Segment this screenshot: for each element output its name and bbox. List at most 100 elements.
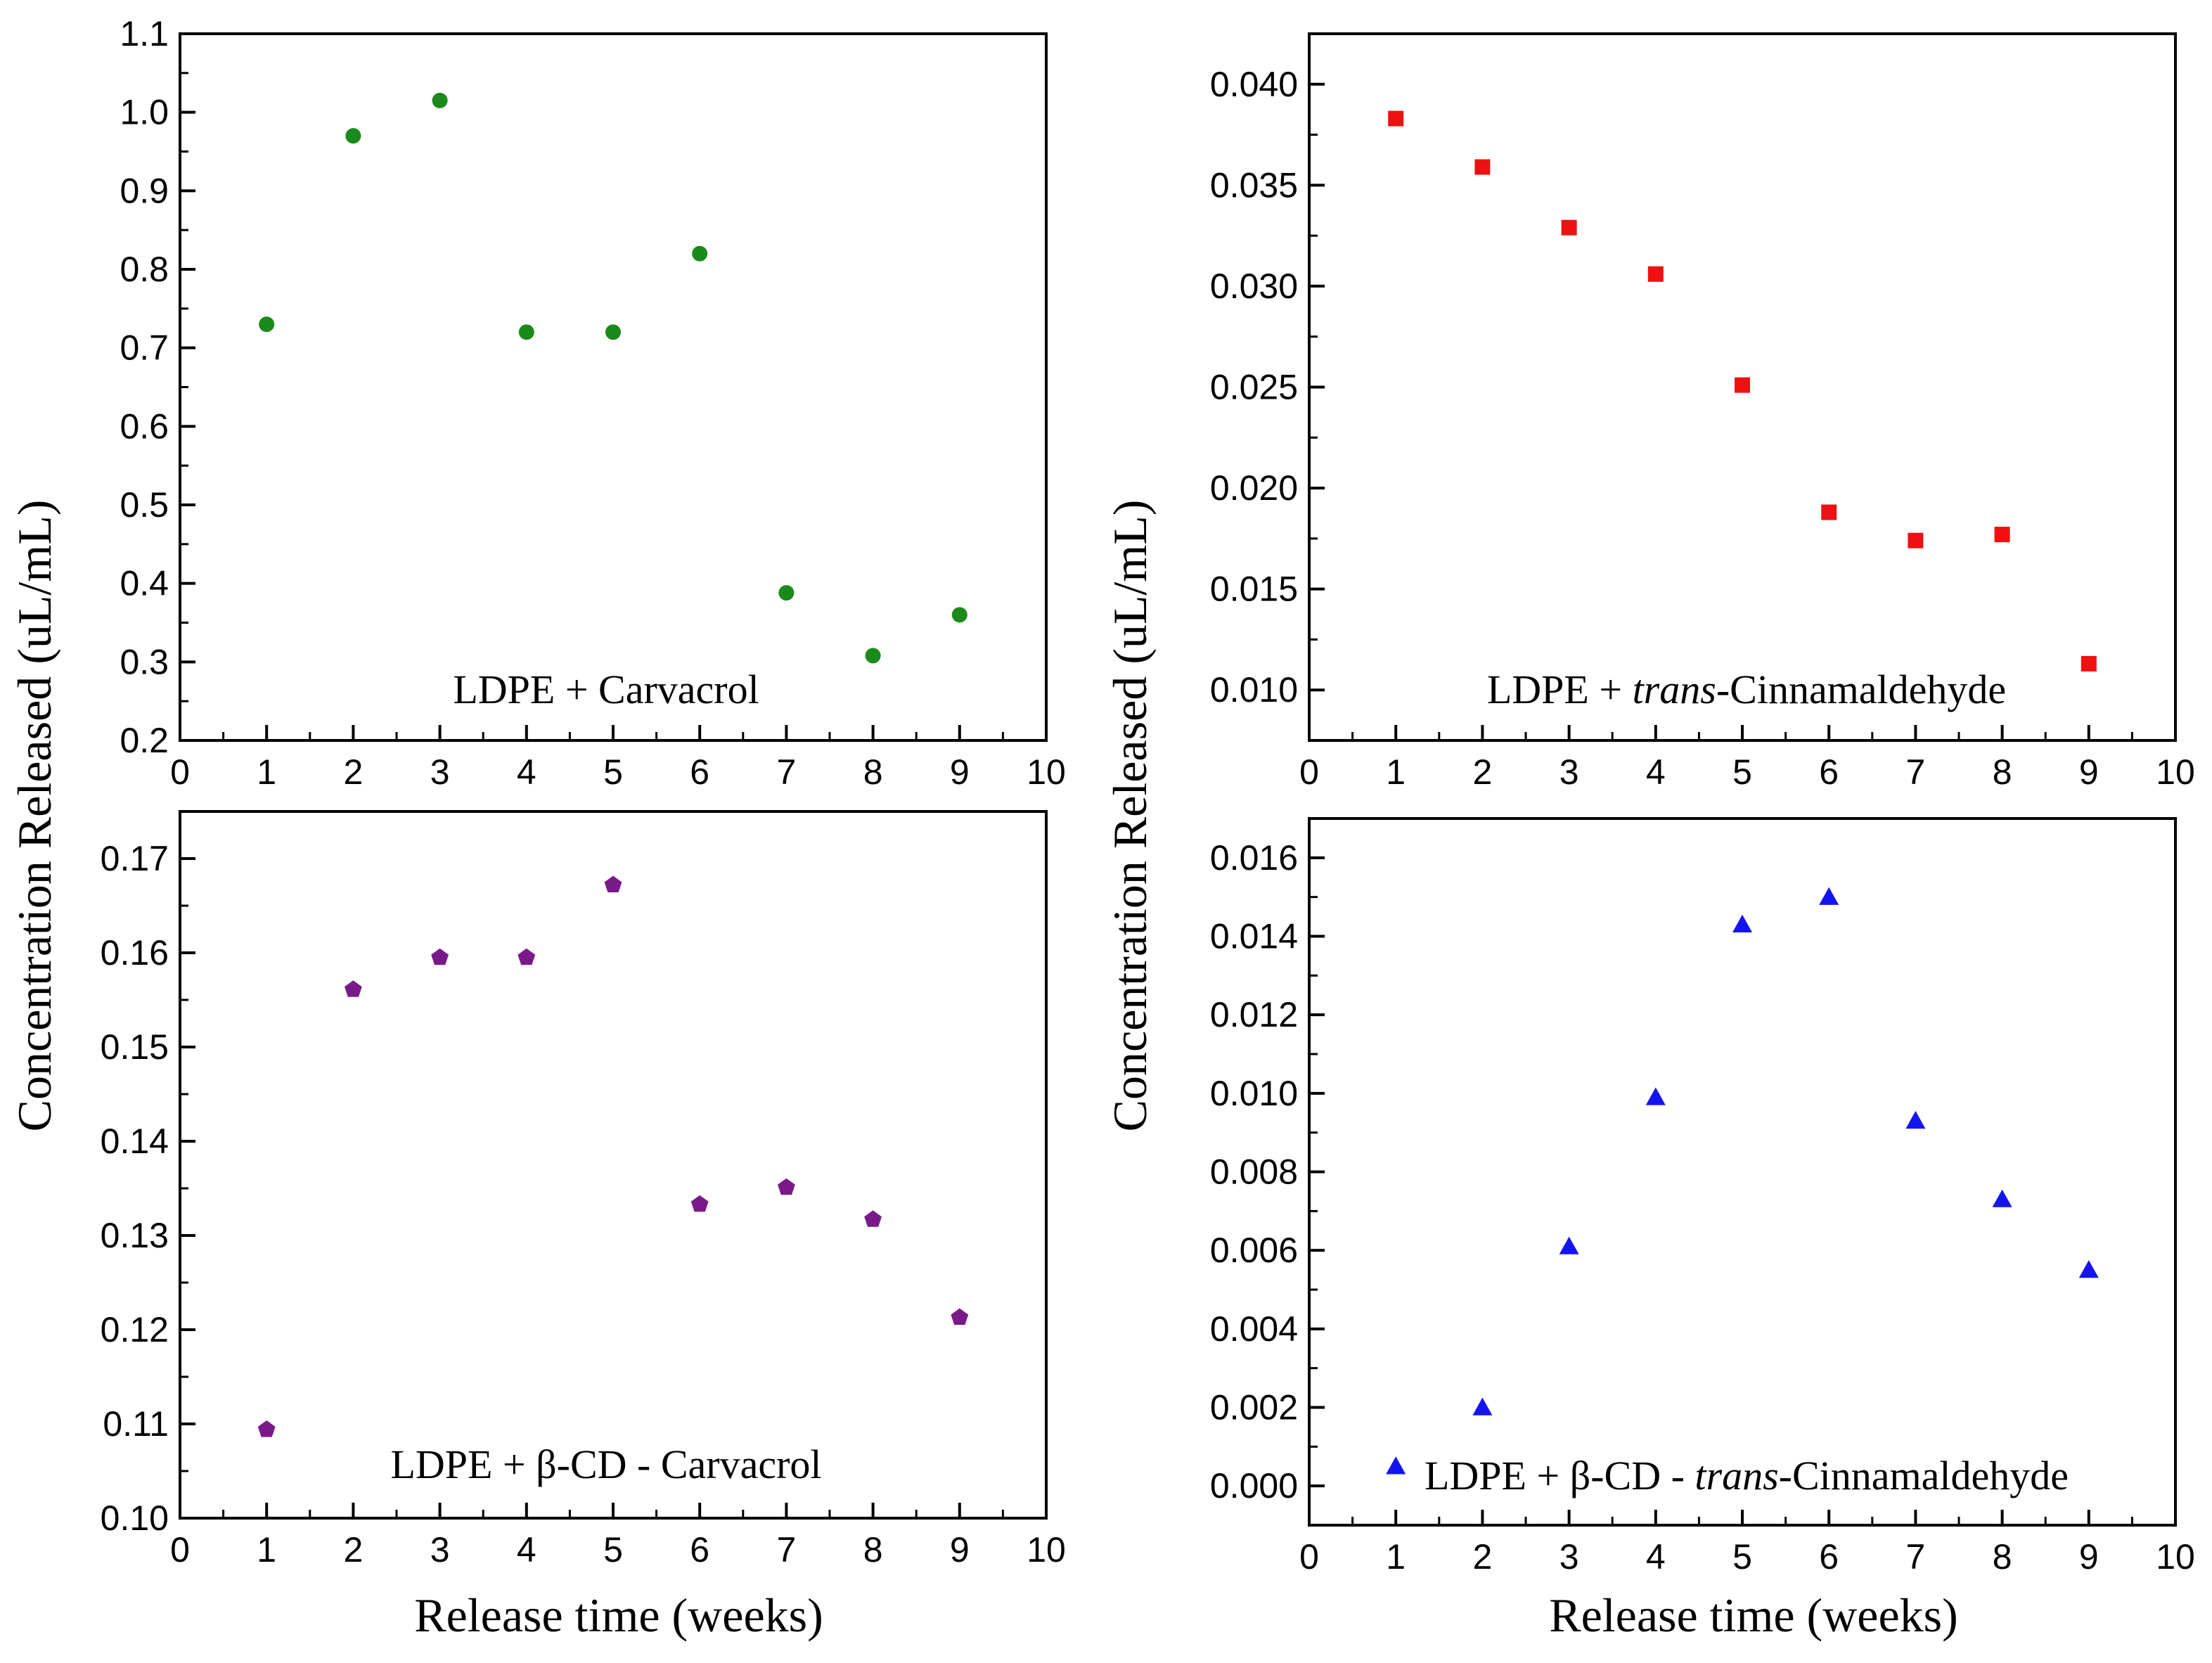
x-tick-label: 10 (2156, 1537, 2195, 1577)
chart-panel-cinnamaldehyde: 0 1 2 3 4 5 6 7 8 9 10 0.010 0.015 0.020 0.025 0.030 0.0… (1210, 32, 2195, 792)
data-point-cinnamaldehyde-week-8 (1994, 527, 2010, 543)
data-point-bcd-carvacrol-week-5 (604, 875, 622, 892)
data-point-cinnamaldehyde-week-2 (1474, 159, 1491, 175)
data-point-bcd-cinnamaldehyde-week-1 (1386, 1456, 1406, 1475)
y-tick-label: 0.12 (101, 1310, 169, 1349)
x-tick-label: 9 (950, 752, 970, 792)
y-tick-label: 0.008 (1210, 1152, 1298, 1192)
y-tick-label: 0.3 (120, 642, 169, 681)
y-tick-label: 0.004 (1210, 1309, 1298, 1349)
data-point-carvacrol-week-1 (259, 316, 275, 333)
x-tick-label: 3 (430, 1530, 450, 1569)
x-tick-label: 9 (2079, 752, 2099, 792)
x-tick-label: 3 (1560, 1537, 1579, 1577)
x-tick-label: 1 (257, 752, 276, 792)
data-point-bcd-carvacrol-week-6 (690, 1195, 709, 1212)
y-tick-label: 0.030 (1210, 267, 1298, 306)
y-tick-label: 0.035 (1210, 165, 1298, 205)
data-point-bcd-carvacrol-week-1 (257, 1420, 276, 1437)
x-tick-label: 0 (170, 1530, 190, 1569)
panel-title-cinnamaldehyde: LDPE + trans-Cinnamaldehyde (1487, 667, 2006, 712)
x-tick-label: 8 (1993, 1537, 2012, 1577)
data-point-carvacrol-week-2 (345, 128, 361, 144)
x-tick-label: 8 (863, 1530, 883, 1569)
y-tick-label: 0.9 (120, 171, 169, 210)
data-point-bcd-cinnamaldehyde-week-6 (1819, 887, 1839, 905)
data-point-carvacrol-week-4 (518, 324, 534, 340)
data-point-bcd-cinnamaldehyde-week-4 (1645, 1087, 1666, 1105)
y-tick-label: 0.010 (1210, 670, 1298, 709)
panel-title-part: LDPE + β-CD - (1425, 1453, 1695, 1498)
x-tick-label: 8 (1993, 752, 2012, 792)
y-tick-label: 0.10 (101, 1498, 169, 1538)
data-point-bcd-cinnamaldehyde-week-7 (1905, 1110, 1926, 1129)
y-tick-label: 0.5 (120, 485, 169, 525)
x-tick-label: 1 (1386, 1537, 1406, 1577)
x-tick-label: 10 (2156, 752, 2195, 792)
y-tick-label: 0.002 (1210, 1388, 1298, 1427)
x-tick-label: 4 (1646, 752, 1666, 792)
data-point-bcd-carvacrol-week-2 (345, 980, 362, 997)
x-tick-label: 7 (776, 752, 796, 792)
y-tick-label: 0.8 (120, 250, 169, 289)
panel-title-part: -Cinnamaldehyde (1716, 667, 2006, 712)
panel-title-carvacrol: LDPE + Carvacrol (453, 667, 759, 712)
data-point-carvacrol-week-5 (605, 324, 621, 340)
x-tick-label: 4 (517, 752, 536, 792)
x-tick-label: 9 (950, 1530, 970, 1569)
data-point-cinnamaldehyde-week-1 (1388, 110, 1404, 127)
data-point-cinnamaldehyde-week-5 (1735, 377, 1750, 393)
data-point-cinnamaldehyde-week-6 (1821, 504, 1837, 520)
x-tick-label: 2 (1472, 752, 1492, 792)
data-point-bcd-cinnamaldehyde-week-9 (2078, 1260, 2099, 1278)
x-tick-label: 7 (1905, 752, 1925, 792)
x-tick-label: 2 (343, 1530, 363, 1569)
panel-title-part: trans (1695, 1453, 1778, 1498)
data-point-bcd-cinnamaldehyde-week-3 (1559, 1236, 1579, 1254)
x-tick-label: 9 (2079, 1537, 2099, 1577)
y-tick-label: 0.014 (1210, 917, 1298, 956)
y-tick-label: 0.4 (120, 564, 169, 603)
data-point-bcd-carvacrol-week-9 (951, 1308, 969, 1325)
y-tick-label: 0.010 (1210, 1074, 1298, 1113)
y-tick-label: 0.17 (101, 839, 169, 878)
data-point-cinnamaldehyde-week-3 (1561, 219, 1577, 236)
data-point-bcd-carvacrol-week-4 (517, 948, 536, 965)
x-axis-title-left: Release time (weeks) (414, 1588, 823, 1642)
x-tick-label: 10 (1027, 752, 1066, 792)
x-tick-label: 1 (257, 1530, 276, 1569)
y-tick-label: 0.11 (103, 1404, 169, 1444)
x-tick-label: 6 (1819, 752, 1839, 792)
data-point-carvacrol-week-9 (951, 607, 967, 623)
x-tick-label: 2 (343, 752, 363, 792)
x-tick-label: 6 (690, 752, 709, 792)
x-tick-label: 0 (1299, 1537, 1319, 1577)
data-point-cinnamaldehyde-week-7 (1908, 532, 1924, 548)
y-tick-label: 1.0 (120, 93, 169, 132)
x-tick-label: 0 (1299, 752, 1319, 792)
y-tick-label: 0.020 (1210, 468, 1298, 508)
panel-title-part: trans (1633, 667, 1716, 712)
data-point-bcd-carvacrol-week-8 (864, 1210, 882, 1227)
panel-title-part: LDPE + (1487, 667, 1633, 712)
panel-title-part: LDPE + Carvacrol (453, 667, 759, 712)
data-point-cinnamaldehyde-week-4 (1647, 266, 1664, 282)
y-tick-label: 0.6 (120, 406, 169, 446)
data-point-bcd-cinnamaldehyde-week-8 (1992, 1189, 2012, 1207)
x-tick-label: 5 (1732, 752, 1752, 792)
y-tick-label: 1.1 (120, 14, 169, 53)
x-tick-label: 5 (603, 1530, 623, 1569)
x-tick-label: 6 (690, 1530, 709, 1569)
y-axis-title-left: Concentration Released (uL/mL) (8, 500, 61, 1132)
x-tick-label: 0 (170, 752, 190, 792)
data-point-bcd-carvacrol-week-3 (431, 948, 449, 965)
y-tick-label: 0.16 (101, 933, 169, 972)
panel-title-bcd-cinnamaldehyde: LDPE + β-CD - trans-Cinnamaldehyde (1425, 1453, 2069, 1498)
x-tick-label: 3 (430, 752, 450, 792)
x-tick-label: 4 (517, 1530, 536, 1569)
y-tick-label: 0.7 (120, 328, 169, 368)
y-tick-label: 0.000 (1210, 1466, 1298, 1505)
x-tick-label: 2 (1472, 1537, 1492, 1577)
x-tick-label: 5 (1732, 1537, 1752, 1577)
